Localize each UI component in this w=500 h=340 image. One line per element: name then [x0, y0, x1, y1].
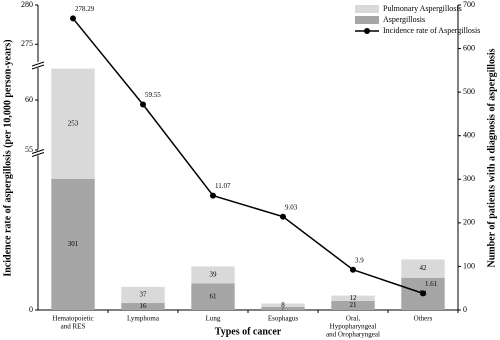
- legend-label: Pulmonary Aspergillosis: [383, 4, 462, 13]
- x-tick-label: Lung: [206, 315, 221, 323]
- axis-break: [32, 62, 44, 68]
- line-point: [140, 101, 146, 108]
- y-tick-label: 280: [21, 0, 33, 9]
- bar-value-label: 42: [420, 264, 428, 272]
- axis-break-mark: [31, 64, 45, 70]
- line-value-label: 9.03: [285, 203, 298, 211]
- bar-value-label: 12: [350, 294, 358, 302]
- bar: [261, 303, 305, 307]
- bar-value-label: 16: [140, 302, 148, 310]
- x-tick-label: and Oropharyngeal: [326, 331, 380, 339]
- line-point: [210, 192, 216, 199]
- bar: [121, 286, 165, 304]
- line-point: [350, 266, 356, 273]
- bar: [261, 306, 305, 310]
- x-tick-label: Esophagus: [268, 315, 299, 323]
- line: [72, 17, 424, 295]
- axis-break-mark: [31, 152, 45, 157]
- legend-label: Incidence rate of Aspergillosis: [383, 26, 480, 35]
- line-point: [70, 15, 76, 22]
- bar: [191, 283, 235, 310]
- legend-swatch: [364, 28, 370, 34]
- bar-value-label: 37: [140, 291, 148, 299]
- y2-tick-label: 200: [463, 218, 475, 227]
- x-tick-label: Oral,: [346, 315, 360, 323]
- bar-value-label: 21: [350, 301, 358, 309]
- line-point: [280, 213, 286, 220]
- bar-value-label: 8: [281, 301, 285, 309]
- bar-value-label: 301: [68, 240, 79, 248]
- bar-value-label: 61: [210, 292, 218, 300]
- bar: [331, 295, 375, 301]
- y2-tick-label: 400: [463, 131, 475, 140]
- y2-tick-label: 700: [463, 0, 475, 9]
- x-tick-label: Hematopoietic: [52, 315, 93, 323]
- bar: [331, 300, 375, 310]
- line-value-label: 1.61: [425, 280, 438, 288]
- line-value-label: 3.9: [355, 256, 364, 264]
- bar: [401, 259, 445, 278]
- y-tick-label: 0: [29, 305, 33, 314]
- bar: [51, 178, 95, 310]
- line-value-label: 59.55: [145, 91, 161, 99]
- x-tick-label: and RES: [61, 323, 86, 331]
- y-axis-title: Incidence rate of aspergillosis (per 10,…: [2, 39, 13, 276]
- y2-tick-label: 300: [463, 174, 475, 183]
- bar: [121, 303, 165, 310]
- y-tick-label: 55: [25, 145, 33, 154]
- bar-value-label: 7: [281, 304, 285, 312]
- x-axis-title: Types of cancer: [215, 326, 282, 337]
- x-tick-label: Hypopharyngeal: [330, 323, 377, 331]
- y-tick-label: 60: [25, 95, 33, 104]
- x-tick-label: Others: [414, 315, 433, 323]
- y2-axis-title: Number of patients with a diagnosis of a…: [486, 48, 497, 267]
- legend-swatch: [355, 5, 379, 13]
- y2-tick-label: 600: [463, 43, 475, 52]
- y2-tick-label: 500: [463, 87, 475, 96]
- y-tick-label: 275: [21, 39, 33, 48]
- bar-value-label: 253: [68, 119, 79, 127]
- axis-break-mark: [31, 149, 45, 154]
- x-tick-label: Lymphoma: [127, 315, 160, 323]
- line-point: [420, 290, 426, 297]
- axis-break-mark: [31, 61, 45, 67]
- line-value-label: 11.07: [215, 182, 231, 190]
- bar: [191, 266, 235, 284]
- y2-tick-label: 0: [463, 305, 467, 314]
- bar-value-label: 39: [210, 271, 218, 279]
- bar: [51, 68, 95, 179]
- legend-label: Aspergillosis: [383, 15, 425, 24]
- line-value-label: 278.29: [75, 5, 95, 13]
- y2-tick-label: 100: [463, 261, 475, 270]
- legend-swatch: [355, 16, 379, 24]
- axis-break: [32, 149, 44, 156]
